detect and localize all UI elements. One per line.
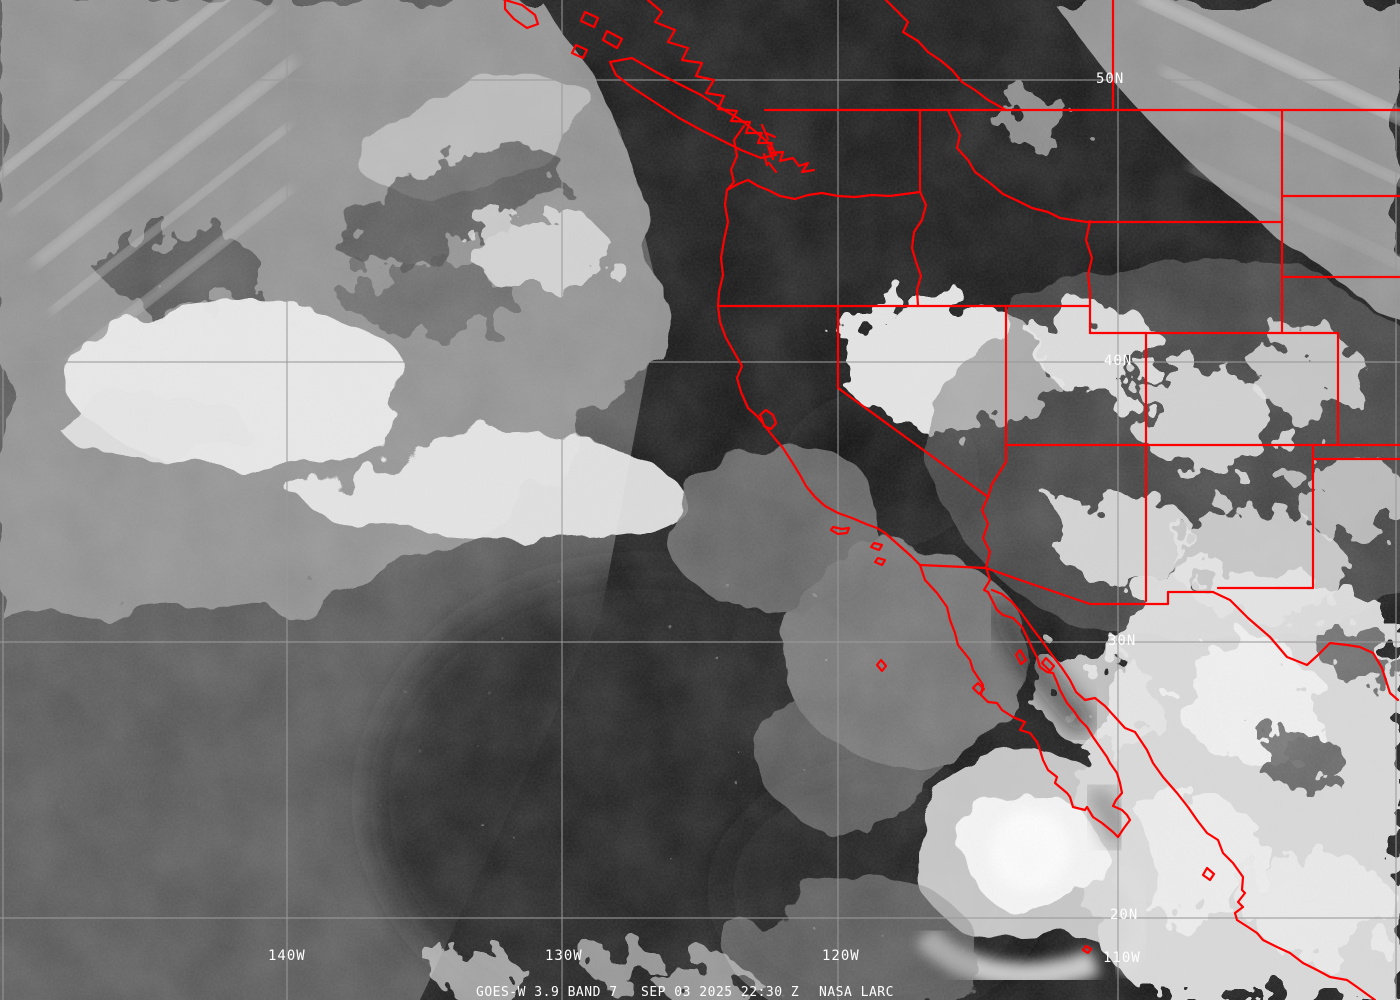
id-wy-ut-border	[1084, 219, 1094, 335]
bc-ab-border	[884, 0, 1008, 112]
wa-or-border-columbia-river	[725, 178, 922, 201]
washington-coast	[725, 124, 746, 192]
rio-grande-border	[1211, 590, 1400, 702]
az-sonora-border	[984, 566, 1092, 606]
islas-marias	[1201, 866, 1216, 882]
longitude-label: 140W	[268, 948, 306, 964]
nm-tx-border	[1216, 443, 1315, 590]
channel-island	[869, 541, 884, 552]
vancouver-island-coast	[608, 56, 778, 160]
baja-gulf-coast	[986, 590, 1132, 839]
gulf-island	[1040, 656, 1056, 673]
cedros-island	[971, 681, 986, 696]
caption-credit: NASA LARC	[819, 985, 894, 1000]
latitude-label: 40N	[1104, 353, 1132, 369]
channel-island	[829, 525, 851, 536]
bc-island	[570, 43, 589, 60]
san-francisco-bay	[758, 408, 778, 431]
latitude-label: 20N	[1110, 907, 1138, 923]
caption-product: GOES-W 3.9 BAND 7	[476, 985, 618, 1000]
bc-island	[579, 10, 600, 29]
colorado-delta	[982, 565, 992, 594]
longitude-label: 120W	[822, 948, 860, 964]
mexico-mainland-coast	[990, 588, 1377, 1000]
map-overlay-layer	[503, 0, 1400, 1000]
latitude-label: 50N	[1096, 71, 1124, 87]
ca-nv-border	[836, 304, 990, 499]
puget-sound-inlets	[760, 123, 778, 174]
haida-gwaii-coast	[503, 0, 540, 30]
longitude-label: 130W	[545, 948, 583, 964]
colorado-river-border	[980, 495, 992, 569]
caption-bar: GOES-W 3.9 BAND 7 SEP 03 2025 22:30 Z NA…	[476, 985, 894, 1000]
bc-island	[601, 29, 624, 50]
channel-island	[873, 556, 887, 567]
or-id-border-snake-river	[910, 190, 928, 308]
coordinate-label-layer: 50N 40N 30N 20N 140W 130W 120W 110W	[268, 71, 1141, 966]
guadalupe-island	[875, 658, 888, 673]
id-mt-border	[946, 108, 1089, 224]
latitude-label: 30N	[1108, 633, 1136, 649]
us-mexico-border-west	[918, 563, 988, 570]
baja-pacific-coast	[918, 563, 1120, 839]
longitude-label: 110W	[1103, 950, 1141, 966]
nm-mexico-border	[1088, 590, 1215, 606]
small-island	[1081, 944, 1093, 955]
caption-timestamp: SEP 03 2025 22:30 Z	[641, 985, 799, 1000]
gulf-island	[1014, 648, 1028, 666]
nv-az-border	[986, 441, 1008, 499]
